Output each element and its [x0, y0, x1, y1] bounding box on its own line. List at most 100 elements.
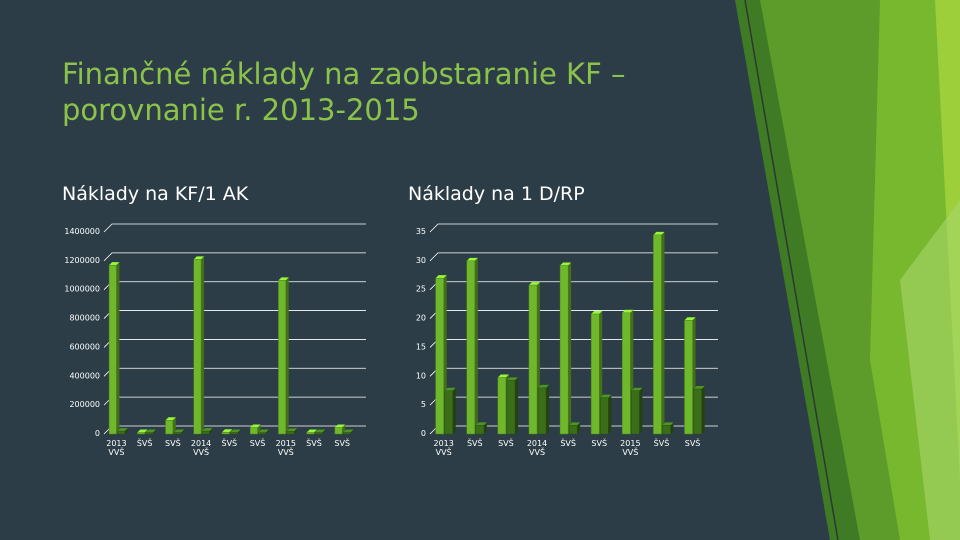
bar-side	[350, 429, 354, 434]
bar	[342, 432, 351, 435]
bar-side	[670, 422, 674, 434]
bar	[286, 431, 295, 435]
x-tick-label-line: SVŠ	[165, 437, 181, 448]
bar-top	[684, 317, 696, 321]
gridline	[103, 223, 366, 233]
x-tick-label-line: VVŠ	[193, 446, 209, 457]
bar	[334, 427, 343, 435]
bar-side	[152, 429, 156, 434]
bar	[622, 312, 631, 435]
bar	[475, 425, 485, 435]
bar-side	[322, 429, 326, 434]
x-tick-label-line: SVŠ	[498, 437, 514, 448]
y-tick-label: 800000	[69, 314, 100, 323]
bar-side	[608, 394, 612, 434]
bar-top	[314, 429, 326, 433]
bar-side	[172, 417, 176, 434]
bar-side	[474, 257, 478, 434]
y-tick-label: 600000	[69, 342, 100, 351]
x-tick-label-line: SVŠ	[334, 437, 350, 448]
x-tick-label-line: 2015	[620, 439, 640, 448]
x-tick-label-line: ŠVŠ	[221, 437, 237, 448]
bar-top	[334, 424, 346, 428]
bar-side	[201, 256, 205, 434]
bar-side	[116, 262, 120, 434]
x-tick-label: SVŠ	[498, 437, 514, 448]
slide-title-line-1: Finančné náklady na zaobstaranie KF –	[62, 57, 626, 91]
x-tick-label-line: 2014	[527, 439, 547, 448]
bar	[559, 265, 569, 435]
x-tick-label-line: 2013	[106, 439, 126, 448]
bar	[466, 260, 476, 435]
bar	[108, 264, 117, 435]
deco-shape-pale	[900, 200, 960, 540]
gridline	[103, 310, 366, 319]
bar	[137, 432, 145, 435]
left-chart-heading: Náklady na KF/1 AK	[62, 183, 249, 205]
bar	[117, 430, 126, 435]
slide-title: Finančné náklady na zaobstaranie KF – po…	[62, 56, 742, 128]
bar-top	[497, 374, 509, 378]
bar-side	[237, 429, 241, 434]
x-tick-label-line: 2014	[191, 439, 211, 448]
x-tick-label-line: ŠVŠ	[137, 437, 153, 448]
x-tick-label: 2013 VVŠ	[106, 439, 126, 457]
bar-side	[124, 428, 128, 434]
gridline	[103, 252, 366, 262]
x-tick-label-line: VVŠ	[108, 446, 124, 457]
bar-side	[483, 422, 487, 434]
bar-top	[230, 429, 241, 433]
bar	[537, 387, 547, 435]
bar-top	[560, 262, 572, 266]
bar-side	[568, 262, 572, 434]
bar-side	[639, 387, 643, 434]
bar	[497, 377, 507, 435]
bar-side	[577, 422, 581, 434]
bar-side	[144, 429, 148, 434]
bar-top	[475, 422, 487, 426]
bar	[221, 432, 230, 435]
bar	[258, 432, 267, 435]
gridline	[103, 367, 366, 377]
x-tick-label: ŠVŠ	[560, 437, 576, 448]
bar	[145, 432, 154, 435]
bar	[165, 420, 174, 435]
gridline	[429, 252, 718, 262]
bar	[684, 320, 693, 435]
bar-side	[265, 429, 269, 434]
bar-top	[278, 277, 289, 281]
slide-title-line-2: porovnanie r. 2013-2015	[62, 93, 420, 127]
y-tick-label: 25	[416, 285, 426, 294]
bar-top	[662, 422, 674, 426]
bar	[506, 380, 516, 435]
bar	[631, 390, 640, 435]
bar-top	[693, 385, 705, 389]
bar-top	[538, 384, 550, 388]
bar-side	[285, 277, 289, 434]
bar	[653, 234, 662, 435]
bar	[568, 425, 578, 435]
bar-side	[515, 377, 518, 434]
x-tick-label: SVŠ	[685, 437, 701, 448]
bar	[444, 390, 454, 435]
x-tick-label-line: VVŠ	[278, 446, 294, 457]
bar-side	[701, 385, 705, 434]
x-tick-label: 2014 VVŠ	[191, 439, 211, 457]
bar-side	[294, 428, 298, 434]
bar-top	[221, 429, 233, 433]
bar-top	[109, 262, 120, 266]
y-tick-label: 1400000	[64, 227, 100, 236]
y-tick-label: 5	[421, 400, 426, 409]
x-tick-label: SVŠ	[591, 437, 607, 448]
bar-top	[258, 429, 269, 433]
bar-top	[250, 424, 261, 428]
bar-top	[306, 429, 317, 433]
bar-top	[528, 282, 541, 286]
gridline	[103, 339, 366, 348]
y-tick-label: 0	[421, 429, 426, 438]
x-tick-label: ŠVŠ	[306, 437, 322, 448]
y-tick-label: 1200000	[64, 256, 100, 265]
y-tick-label: 10	[416, 371, 426, 380]
